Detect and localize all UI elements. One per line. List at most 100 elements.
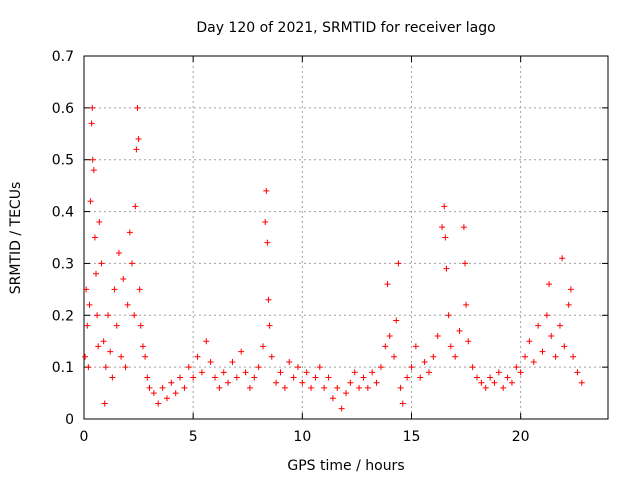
data-point <box>115 250 122 257</box>
data-point <box>163 395 170 402</box>
x-axis-label: GPS time / hours <box>287 458 404 474</box>
x-tick-label: 5 <box>189 429 198 445</box>
data-point <box>286 358 293 365</box>
data-point <box>118 353 125 360</box>
data-point <box>96 218 103 225</box>
data-point <box>132 203 139 210</box>
data-point <box>430 353 437 360</box>
data-point <box>91 234 98 241</box>
data-point <box>556 322 563 329</box>
y-axis-label: SRMTID / TECUs <box>8 182 24 295</box>
data-point <box>133 146 140 153</box>
data-point <box>225 379 232 386</box>
data-point <box>102 364 109 371</box>
data-point <box>308 384 315 391</box>
data-point <box>338 405 345 412</box>
data-point <box>517 369 524 376</box>
data-point <box>391 353 398 360</box>
data-point <box>203 338 210 345</box>
data-point <box>343 390 349 397</box>
y-tick-label: 0.1 <box>52 360 74 376</box>
data-point <box>408 364 415 371</box>
data-point <box>546 281 553 288</box>
x-tick-label: 0 <box>80 429 89 445</box>
data-point <box>530 358 537 365</box>
data-point <box>93 270 100 277</box>
data-point <box>155 400 162 407</box>
data-point <box>88 120 95 127</box>
data-point <box>137 322 144 329</box>
data-point <box>85 364 92 371</box>
data-point <box>384 281 391 288</box>
data-point <box>548 333 555 340</box>
data-point <box>212 374 218 381</box>
data-point <box>100 338 107 345</box>
data-point <box>90 167 97 174</box>
data-point <box>124 301 131 308</box>
data-point <box>111 286 118 293</box>
data-point <box>198 369 205 376</box>
data-point <box>82 353 89 360</box>
data-point <box>101 400 108 407</box>
data-point <box>351 369 358 376</box>
data-point <box>190 374 197 381</box>
data-point <box>559 255 566 262</box>
data-point <box>364 384 371 391</box>
data-point <box>113 322 120 329</box>
data-point <box>107 348 114 355</box>
data-point <box>229 358 236 365</box>
data-point <box>513 364 520 371</box>
x-tick-label: 15 <box>403 429 421 445</box>
data-point <box>445 312 452 319</box>
data-point <box>207 358 214 365</box>
data-point <box>434 333 441 340</box>
plot-frame <box>83 55 609 420</box>
data-point <box>139 343 146 350</box>
x-tick-label: 10 <box>293 429 311 445</box>
axis-ticks <box>83 55 608 420</box>
data-point <box>543 312 550 319</box>
data-point <box>251 374 258 381</box>
data-point <box>463 301 470 308</box>
data-point <box>334 384 341 391</box>
data-point <box>263 187 270 194</box>
data-point <box>441 203 448 210</box>
y-tick-label: 0.5 <box>52 153 74 169</box>
data-point <box>134 104 141 111</box>
data-point <box>356 384 363 391</box>
data-point <box>242 369 249 376</box>
x-tick-label: 20 <box>512 429 530 445</box>
data-point <box>442 234 449 241</box>
data-point <box>238 348 245 355</box>
data-point <box>567 286 574 293</box>
data-point <box>526 338 533 345</box>
data-point <box>120 275 127 282</box>
y-tick-label: 0.3 <box>52 256 74 272</box>
data-point <box>185 364 192 371</box>
data-point <box>264 239 271 246</box>
data-point <box>84 322 91 329</box>
data-point <box>177 374 184 381</box>
data-point <box>439 224 446 231</box>
data-point <box>266 322 273 329</box>
data-point <box>395 260 402 267</box>
data-point <box>262 218 269 225</box>
data-point <box>255 364 262 371</box>
data-point <box>325 374 332 381</box>
y-tick-label: 0.6 <box>52 101 74 117</box>
data-point <box>265 296 272 303</box>
data-point <box>578 379 585 386</box>
data-point <box>299 379 306 386</box>
data-point <box>465 338 472 345</box>
data-point <box>216 384 223 391</box>
y-tick-label: 0.7 <box>52 49 74 65</box>
data-point <box>109 374 116 381</box>
data-point <box>136 286 143 293</box>
data-point <box>404 374 411 381</box>
data-point <box>98 260 105 267</box>
data-point <box>482 384 489 391</box>
data-point <box>522 353 529 360</box>
data-point <box>412 343 419 350</box>
data-point <box>574 369 581 376</box>
data-point <box>373 379 380 386</box>
